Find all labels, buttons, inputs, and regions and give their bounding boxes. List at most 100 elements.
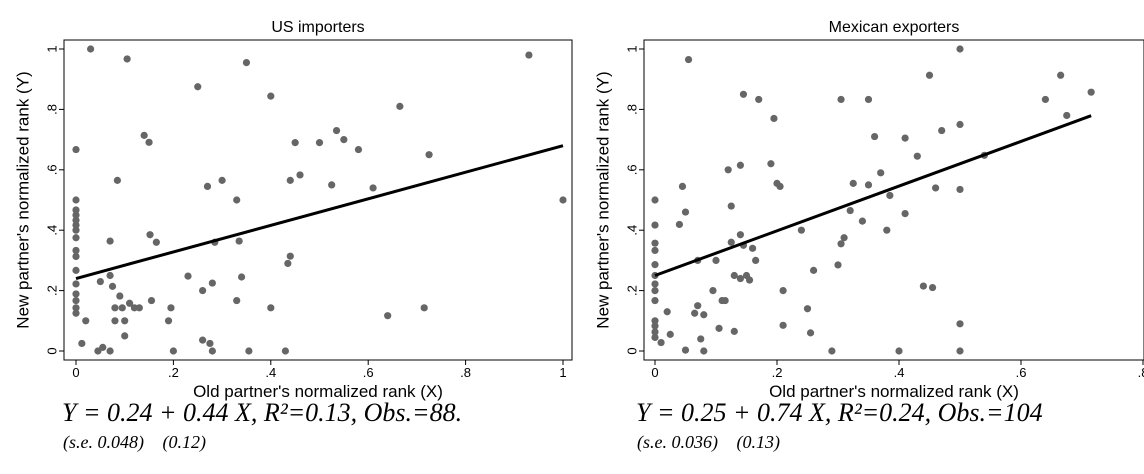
scatter-point [1057,71,1065,79]
scatter-point [727,202,735,210]
scatter-point [140,131,148,139]
scatter-point [803,305,812,313]
x-tick-label: .4 [265,365,276,380]
scatter-point [938,126,946,135]
scatter-point [203,182,212,191]
scatter-point [956,320,964,328]
scatter-point [72,226,80,234]
scatter-point [96,277,104,286]
x-tick-label: .6 [1016,365,1027,380]
scatter-point [106,271,114,280]
scatter-point [651,246,659,255]
scatter-point [739,90,748,98]
scatter-point [332,126,341,135]
scatter-point [233,196,241,204]
scatter-point [111,304,119,312]
x-tick-label: .2 [168,365,179,380]
scatter-point [146,231,154,239]
scatter-point [697,335,705,343]
scatter-point [684,55,693,64]
scatter-point [194,83,202,91]
scatter-point [72,304,80,312]
y-axis-label: New partner's normalized rank (Y) [594,71,613,328]
scatter-point [206,339,214,348]
scatter-point [730,327,738,335]
scatter-point [849,179,857,187]
scatter-point [745,276,754,284]
se-intercept-left: (s.e. 0.048) [63,432,144,452]
scatter-point [315,139,324,147]
scatter-point [72,221,80,229]
scatter-point [694,302,702,310]
scatter-point [651,296,659,305]
scatter-point [736,161,745,169]
scatter-point [72,196,80,204]
scatter-point [919,282,928,290]
scatter-point [883,226,891,234]
y-tick-label: 1 [625,45,640,52]
scatter-point [82,317,90,325]
scatter-point [72,309,80,317]
scatter-point [724,166,732,174]
fit-line [75,144,564,280]
scatter-point [730,271,738,280]
scatter-point [116,292,124,300]
scatter-point [736,274,745,283]
scatter-point [267,92,275,100]
scatter-point [837,95,845,104]
scatter-point [384,312,392,320]
scatter-point [164,317,173,325]
scatter-point [72,145,80,154]
scatter-point [108,282,117,290]
scatter-point [328,181,336,189]
scatter-point [806,329,815,337]
scatter-point [72,290,80,298]
scatter-point [691,309,699,317]
y-tick-label: .4 [45,225,60,236]
scatter-point [169,347,177,355]
scatter-point [864,95,873,104]
scatter-point [284,259,292,268]
scatter-point [286,176,294,184]
scatter-point [245,347,253,355]
y-tick-label: .8 [45,104,60,115]
chart-title: Mexican exporters [829,19,960,36]
scatter-point [681,346,690,354]
scatter-point [135,304,143,312]
scatter-point [828,347,836,355]
standard-errors-left: (s.e. 0.048) (0.12) [63,432,206,453]
scatter-point [651,221,659,229]
scatter-point [106,347,114,355]
x-tick-label: .2 [772,365,783,380]
scatter-point [895,347,903,355]
scatter-point [901,134,909,142]
scatter-point [235,237,243,245]
x-axis-label: Old partner's normalized rank (X) [769,382,1019,401]
scatter-point [767,160,775,168]
scatter-point [727,238,735,246]
y-tick-label: .2 [45,285,60,296]
regression-equation-left: Y = 0.24 + 0.44 X, R²=0.13, Obs.=88. [62,398,463,427]
scatter-point [932,184,940,192]
se-slope-left: (0.12) [162,432,206,452]
scatter-point [901,209,909,218]
chart-title: US importers [271,19,364,36]
scatter-point [925,71,934,79]
scatter-point [425,151,433,159]
scatter-point [233,296,241,305]
scatter-point [956,120,964,129]
scatter-point [123,55,131,63]
x-tick-label: .4 [894,365,905,380]
scatter-point [928,283,937,292]
scatter-point [675,220,684,229]
scatter-point [145,138,153,146]
scatter-point [525,51,533,59]
scatter-point [72,296,80,305]
scatter-point [147,296,156,305]
scatter-point [199,287,207,295]
y-tick-label: 1 [45,45,60,52]
scatter-point [106,237,114,245]
scatter-point [779,287,787,295]
scatter-point [99,343,107,351]
scatter-point [797,226,806,234]
